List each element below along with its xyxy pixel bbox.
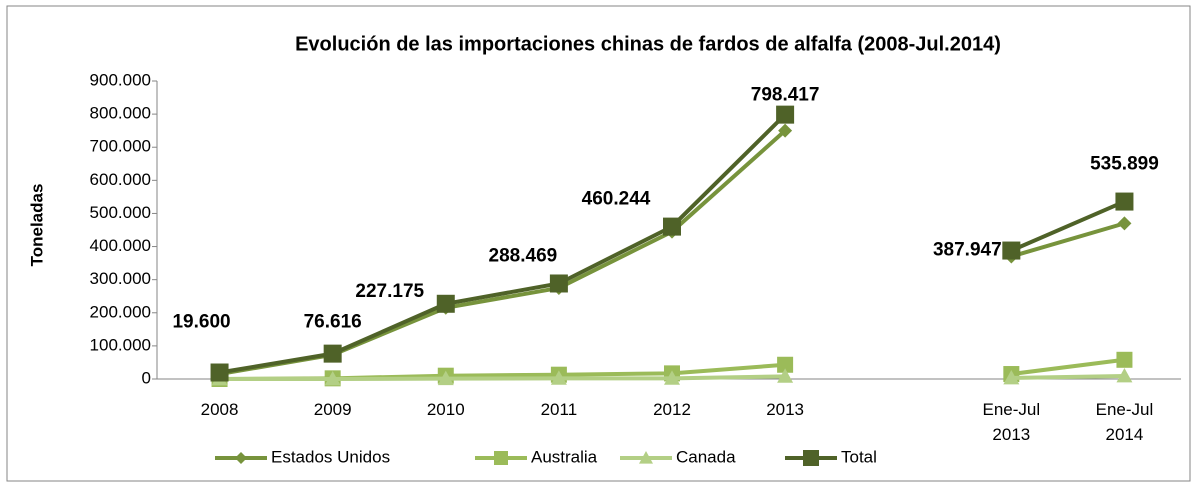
data-label: 387.947 [933,240,1002,261]
y-tick-label: 200.000 [90,302,151,321]
y-axis-label: Toneladas [27,184,46,267]
data-point [437,370,454,386]
series-line [219,113,1126,375]
data-label: 227.175 [355,281,424,302]
x-tick-label: 2010 [426,400,465,419]
y-tick-label: 0 [142,368,151,387]
data-label: 460.244 [582,189,651,210]
data-point [210,363,229,382]
x-tick-label: 2012 [653,400,691,419]
legend-marker [235,452,247,464]
data-point [777,356,794,373]
legend-marker [803,450,819,466]
y-tick-label: 300.000 [90,269,151,288]
x-tick-label: 2011 [540,400,578,419]
chart-title: Evolución de las importaciones chinas de… [295,33,1001,55]
x-tick-label: 2009 [313,400,352,419]
legend-label: Canada [676,447,736,466]
data-point [1003,370,1020,385]
y-tick-label: 800.000 [90,104,151,123]
data-point [778,123,793,138]
legend-label: Total [841,447,877,466]
data-label: 19.600 [172,312,230,333]
legend-marker [639,451,653,464]
data-point [324,371,341,386]
data-label: 535.899 [1090,154,1159,175]
y-tick-label: 500.000 [90,203,151,222]
data-point [664,370,680,385]
y-tick-label: 600.000 [90,170,151,189]
data-point [1117,216,1132,231]
data-point [549,274,568,293]
x-tick-label: Ene-Jul 2014 [1095,400,1154,444]
data-point [1002,241,1021,260]
legend-label: Australia [531,447,598,466]
y-tick-label: 400.000 [90,236,151,255]
chart-frame [6,5,1191,482]
data-point [663,217,681,236]
x-tick-label: 2013 [766,400,805,419]
data-label: 76.616 [304,312,362,333]
data-point [1115,192,1134,211]
data-point [1116,351,1133,368]
data-point [436,294,455,313]
y-tick-label: 100.000 [90,335,151,354]
y-tick-label: 900.000 [90,70,151,89]
legend-marker [494,451,508,465]
data-label: 798.417 [751,85,820,106]
data-point [1116,368,1133,383]
x-tick-label: 2008 [200,400,239,419]
x-tick-label: Ene-Jul 2013 [982,400,1041,444]
series-line [219,374,1125,381]
data-point [776,105,795,124]
data-point [777,368,794,383]
data-point [323,344,342,363]
legend-label: Estados Unidos [271,447,390,466]
data-label: 288.469 [489,246,558,267]
data-point [550,370,567,385]
y-tick-label: 700.000 [90,137,151,156]
